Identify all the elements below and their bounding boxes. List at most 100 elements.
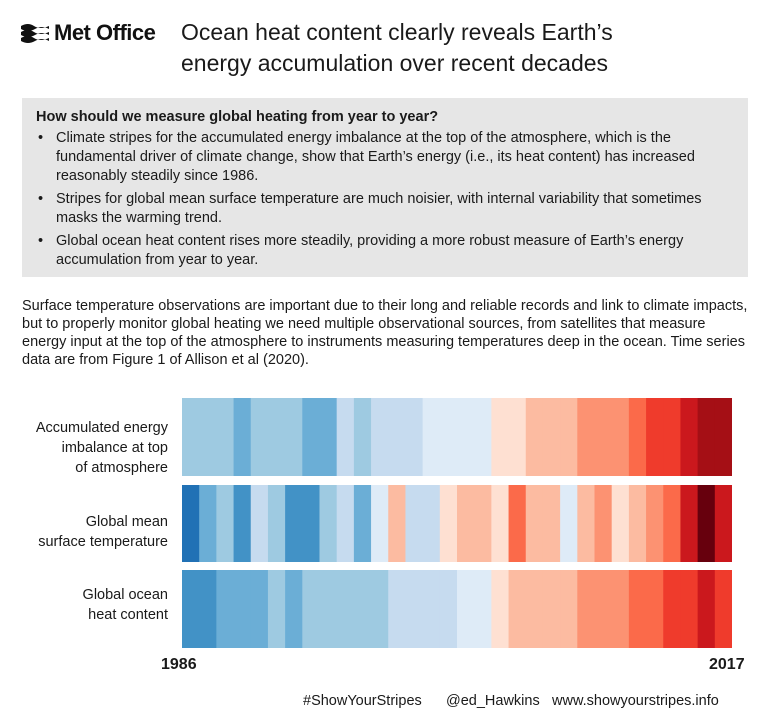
footer-handle: @ed_Hawkins (446, 693, 540, 709)
row-label-line: imbalance at top (61, 440, 168, 456)
info-bullet-text: Climate stripes for the accumulated ener… (56, 130, 695, 184)
stripe-2003 (474, 485, 492, 562)
stripe-2003 (474, 570, 492, 648)
footer-hashtag: #ShowYourStripes (303, 693, 422, 709)
stripe-2009 (577, 570, 596, 648)
stripe-1995 (336, 398, 355, 476)
stripe-2004 (491, 485, 510, 562)
stripe-1988 (216, 398, 235, 476)
stripe-2016 (697, 570, 716, 648)
stripe-1993 (302, 485, 321, 562)
info-bullet-text: Stripes for global mean surface temperat… (56, 191, 702, 226)
stripe-2010 (594, 398, 613, 476)
info-bullet: • Climate stripes for the accumulated ene… (36, 129, 734, 186)
stripe-2017 (714, 398, 732, 476)
stripe-1999 (405, 570, 424, 648)
page-title: Ocean heat content clearly reveals Earth… (181, 17, 741, 79)
row-label-line: Accumulated energy (35, 420, 168, 436)
info-bullet: • Stripes for global mean surface tempera… (36, 190, 734, 228)
stripe-2008 (560, 570, 578, 648)
info-box-bullets: • Climate stripes for the accumulated ene… (36, 129, 734, 270)
stripe-2012 (628, 570, 647, 648)
stripe-2006 (525, 485, 544, 562)
stripe-1994 (319, 570, 338, 648)
stripe-1986 (182, 570, 200, 648)
stripe-2007 (542, 398, 561, 476)
stripes-row-energy-imbalance (182, 398, 732, 476)
row-label-energy-imbalance: Accumulated energy imbalance at top of a… (0, 418, 168, 478)
stripe-2011 (611, 570, 630, 648)
stripes-row-surface-temperature (182, 485, 732, 562)
stripe-1994 (319, 398, 338, 476)
stripe-2004 (491, 398, 510, 476)
stripe-1992 (285, 398, 303, 476)
stripe-1999 (405, 485, 424, 562)
stripe-1997 (371, 398, 389, 476)
row-label-line: Global ocean (82, 587, 168, 603)
stripe-1997 (371, 485, 389, 562)
stripe-2011 (611, 485, 630, 562)
stripe-2006 (525, 570, 544, 648)
stripe-1991 (267, 570, 286, 648)
stripe-1986 (182, 398, 200, 476)
page-title-line-2: energy accumulation over recent decades (181, 50, 609, 76)
info-bullet: • Global ocean heat content rises more st… (36, 232, 734, 270)
x-start-year-label: 1986 (161, 656, 197, 673)
stripe-1990 (250, 398, 269, 476)
stripe-2000 (422, 398, 441, 476)
stripe-2001 (439, 485, 458, 562)
footer-url: www.showyourstripes.info (552, 693, 719, 709)
row-label-line: heat content (88, 607, 168, 623)
page-title-line-1: Ocean heat content clearly reveals Earth… (181, 19, 613, 45)
stripe-1992 (285, 485, 303, 562)
stripe-2010 (594, 570, 613, 648)
stripe-2009 (577, 485, 596, 562)
stripe-1993 (302, 398, 321, 476)
row-label-surface-temperature: Global mean surface temperature (0, 512, 168, 552)
stripes-row-ocean-heat (182, 570, 732, 648)
stripe-2007 (542, 485, 561, 562)
stripe-1987 (199, 398, 217, 476)
stripe-1994 (319, 485, 338, 562)
stripe-1998 (388, 570, 407, 648)
row-label-line: Global mean (85, 514, 168, 530)
stripe-2005 (508, 570, 527, 648)
info-box-question: How should we measure global heating fro… (36, 109, 439, 125)
stripe-2010 (594, 485, 613, 562)
stripe-2008 (560, 485, 578, 562)
stripe-2005 (508, 398, 527, 476)
description-paragraph: Surface temperature observations are imp… (22, 298, 748, 368)
stripe-1991 (267, 485, 286, 562)
stripe-2015 (680, 570, 699, 648)
stripe-1990 (250, 570, 269, 648)
stripe-2017 (714, 485, 732, 562)
bullet-dot: • (38, 233, 44, 249)
stripe-2009 (577, 398, 596, 476)
stripe-2013 (646, 398, 664, 476)
stripe-1996 (353, 570, 372, 648)
stripe-2013 (646, 485, 664, 562)
met-office-logo-text: Met Office (54, 20, 156, 45)
stripe-1986 (182, 485, 200, 562)
stripe-2002 (457, 398, 475, 476)
stripe-2004 (491, 570, 510, 648)
stripe-1987 (199, 485, 217, 562)
stripe-2012 (628, 485, 647, 562)
stripe-2014 (663, 570, 682, 648)
stripe-2006 (525, 398, 544, 476)
row-label-line: surface temperature (38, 534, 168, 550)
stripe-2007 (542, 570, 561, 648)
row-label-line: of atmosphere (75, 460, 168, 476)
stripe-2001 (439, 398, 458, 476)
stripe-2003 (474, 398, 492, 476)
row-label-ocean-heat: Global ocean heat content (0, 585, 168, 625)
stripe-2012 (628, 398, 647, 476)
stripe-2001 (439, 570, 458, 648)
bullet-dot: • (38, 191, 44, 207)
stripe-2008 (560, 398, 578, 476)
stripe-2014 (663, 485, 682, 562)
stripe-1996 (353, 485, 372, 562)
stripe-2014 (663, 398, 682, 476)
stripe-1997 (371, 570, 389, 648)
stripe-1993 (302, 570, 321, 648)
